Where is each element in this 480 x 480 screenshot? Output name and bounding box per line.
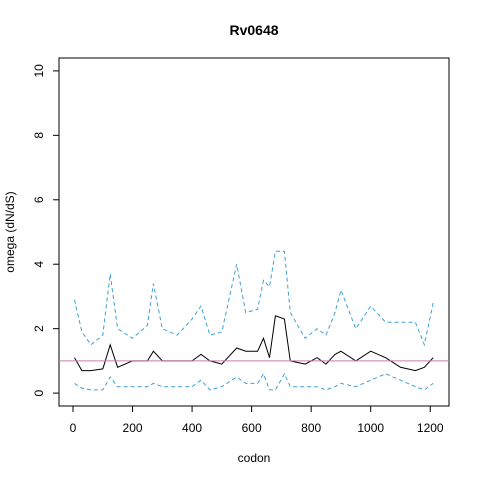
y-tick-label: 6 (32, 196, 46, 203)
x-axis-label: codon (238, 451, 271, 465)
y-tick-label: 2 (32, 325, 46, 332)
x-tick-label: 0 (70, 421, 77, 435)
x-tick-label: 400 (182, 421, 202, 435)
y-tick-label: 4 (32, 261, 46, 268)
series-line (74, 250, 434, 347)
x-tick-label: 600 (242, 421, 262, 435)
y-tick-label: 0 (32, 389, 46, 396)
plot-frame (58, 57, 450, 407)
x-tick-label: 200 (123, 421, 143, 435)
x-tick-label: 1000 (357, 421, 384, 435)
series-line (74, 372, 434, 391)
x-tick-label: 800 (301, 421, 321, 435)
y-tick-label: 8 (32, 132, 46, 139)
series-line (74, 315, 434, 372)
chart-title: Rv0648 (229, 22, 278, 38)
x-tick-label: 1200 (417, 421, 444, 435)
y-tick-label: 10 (32, 64, 46, 78)
y-axis-label: omega (dN/dS) (3, 191, 17, 272)
